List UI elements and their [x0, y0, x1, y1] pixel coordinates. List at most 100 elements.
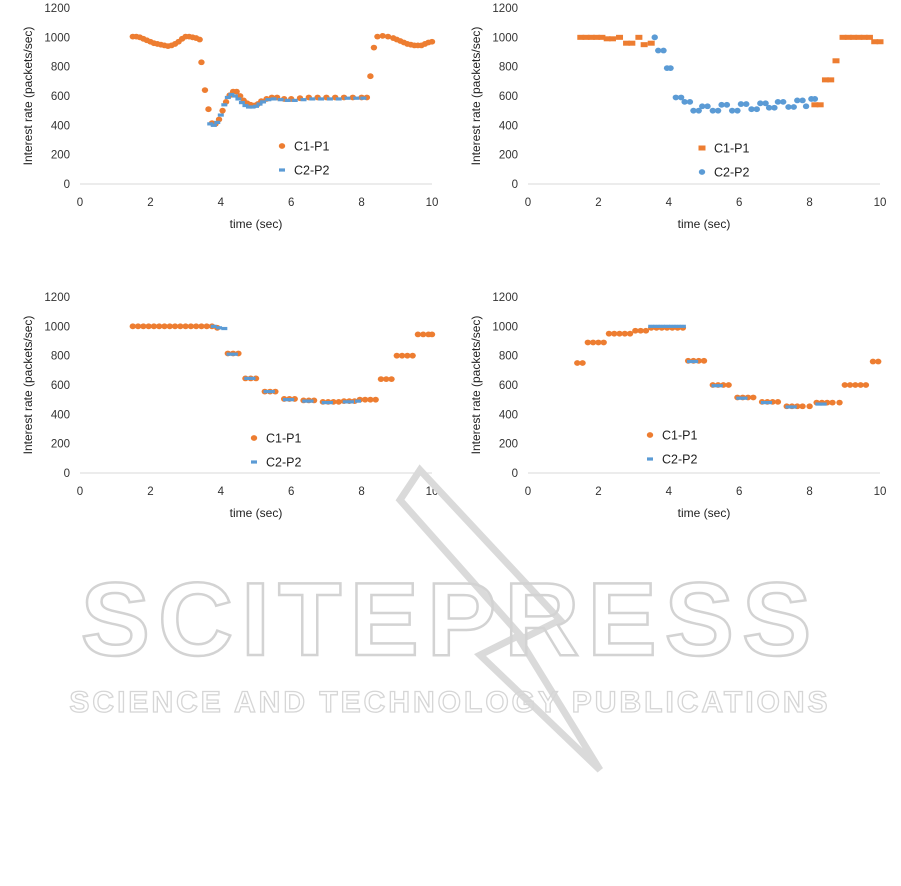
legend-label: C2-P2	[714, 166, 749, 180]
x-tick-label: 8	[806, 486, 812, 498]
data-point	[875, 358, 882, 365]
data-point	[161, 323, 168, 330]
data-point	[700, 357, 708, 364]
data-point	[129, 323, 136, 330]
data-point	[263, 390, 270, 394]
data-point	[584, 339, 592, 346]
data-point	[398, 352, 406, 359]
data-point	[348, 400, 355, 404]
data-point	[637, 327, 644, 334]
data-point	[321, 401, 328, 405]
x-tick-label: 4	[218, 197, 225, 209]
series-c1-p1	[129, 32, 436, 127]
data-point	[774, 98, 782, 105]
data-point	[244, 376, 251, 380]
data-point	[844, 34, 852, 40]
x-tick-label: 0	[525, 486, 531, 498]
data-point	[233, 88, 240, 95]
data-point	[228, 92, 235, 97]
data-point	[695, 107, 702, 114]
data-point	[766, 401, 773, 405]
watermark-subtitle: SCIENCE AND TECHNOLOGY PUBLICATIONS	[69, 686, 830, 719]
x-tick-label: 10	[874, 197, 887, 209]
data-point	[608, 36, 616, 42]
y-tick-label: 200	[51, 150, 70, 162]
data-point	[799, 97, 806, 104]
y-tick-label: 0	[64, 468, 70, 480]
data-point	[309, 97, 316, 101]
data-point	[367, 73, 374, 80]
legend-marker	[698, 169, 706, 175]
data-point	[760, 401, 767, 405]
data-point	[377, 376, 385, 383]
data-point	[384, 33, 392, 40]
y-tick-label: 1000	[492, 321, 518, 333]
data-point	[686, 98, 694, 105]
data-point	[690, 107, 697, 114]
data-point	[820, 402, 827, 406]
data-point	[177, 323, 184, 330]
data-point	[428, 38, 436, 45]
x-tick-label: 6	[736, 197, 742, 209]
data-point	[616, 330, 623, 337]
y-tick-label: 1000	[44, 321, 70, 333]
y-tick-label: 200	[499, 439, 518, 451]
data-point	[806, 403, 813, 410]
data-point	[623, 40, 631, 46]
data-point	[253, 104, 259, 108]
y-tick-label: 1000	[492, 32, 518, 44]
data-point	[852, 382, 859, 388]
data-point	[150, 323, 158, 330]
legend-marker	[279, 168, 285, 172]
legend-label: C1-P1	[714, 142, 749, 156]
data-point	[716, 384, 723, 388]
data-point	[593, 34, 601, 40]
data-point	[750, 394, 757, 401]
data-point	[579, 360, 586, 366]
data-point	[647, 40, 655, 46]
data-point	[728, 107, 736, 114]
data-point	[725, 382, 732, 388]
y-axis-title: Interest rate (packets/sec)	[469, 316, 483, 455]
y-tick-label: 0	[512, 468, 518, 480]
data-point	[574, 360, 581, 366]
data-point	[249, 105, 256, 109]
data-point	[871, 39, 879, 45]
data-point	[640, 42, 648, 48]
data-point	[217, 113, 224, 117]
data-point	[582, 34, 590, 40]
data-point	[799, 403, 806, 410]
data-point	[674, 324, 681, 328]
x-tick-label: 2	[595, 486, 601, 498]
y-tick-label: 400	[499, 409, 518, 421]
data-point	[648, 324, 655, 328]
data-point	[245, 105, 252, 109]
legend: C1-P1 C2-P2	[250, 432, 301, 470]
data-point	[414, 331, 422, 338]
x-tick-label: 2	[595, 197, 601, 209]
x-tick-label: 8	[358, 197, 364, 209]
data-point	[737, 101, 745, 107]
data-point	[790, 104, 797, 110]
data-point	[219, 107, 226, 114]
data-point	[762, 100, 769, 107]
y-tick-label: 600	[51, 380, 70, 392]
data-point	[300, 98, 307, 102]
data-point	[210, 123, 217, 127]
legend-label: C2-P2	[266, 456, 301, 470]
data-point	[374, 33, 381, 40]
data-point	[326, 97, 333, 101]
data-point	[318, 97, 325, 101]
data-point	[780, 98, 787, 105]
data-point	[192, 323, 200, 330]
data-point	[876, 39, 884, 45]
data-point	[265, 98, 272, 102]
data-point	[428, 331, 436, 338]
legend-marker	[698, 145, 706, 151]
data-point	[765, 104, 773, 111]
data-point	[815, 402, 822, 406]
legend-label: C2-P2	[294, 164, 329, 178]
data-point	[187, 323, 195, 330]
data-point	[741, 396, 748, 400]
y-axis-title: Interest rate (packets/sec)	[469, 27, 483, 166]
